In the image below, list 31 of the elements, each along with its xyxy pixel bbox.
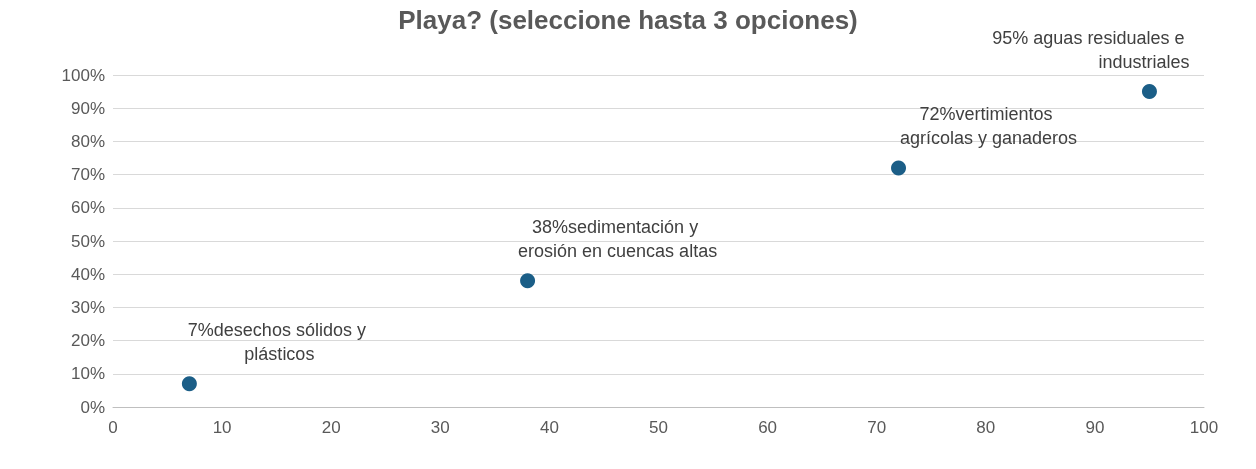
x-tick-label: 90	[1085, 418, 1105, 437]
x-tick-label: 100	[1189, 418, 1219, 437]
x-tick-label: 80	[976, 418, 996, 437]
y-tick-label: 80%	[70, 131, 105, 151]
x-tick-label: 30	[430, 418, 450, 437]
x-tick-label: 70	[867, 418, 887, 437]
point	[520, 273, 536, 289]
annotation: 72%vertimientos agrícolas y ganaderos	[899, 103, 1078, 148]
chart-title: Playa? (seleccione hasta 3 opciones)	[398, 5, 858, 35]
y-tick-label: 90%	[70, 98, 105, 118]
annotation: 95% aguas residuales e industriales	[992, 27, 1190, 72]
y-tick-label: 10%	[70, 364, 105, 384]
y-tick-label: 50%	[70, 231, 105, 251]
y-tick-label: 70%	[70, 165, 105, 185]
x-tick-label: 0	[108, 418, 118, 437]
annotation: 7%desechos sólidos y plásticos	[187, 319, 371, 364]
y-tick-label: 100%	[61, 65, 105, 85]
x-tick-label: 40	[539, 418, 559, 437]
point	[1141, 84, 1157, 100]
x-tick-label: 60	[758, 418, 778, 437]
y-tick-label: 30%	[70, 297, 105, 317]
y-tick-label: 0%	[80, 397, 105, 417]
point	[891, 160, 907, 176]
point	[181, 376, 197, 392]
x-tick-label: 20	[321, 418, 341, 437]
annotation: 38%sedimentación y erosión en cuencas altas	[518, 216, 718, 261]
y-tick-label: 40%	[70, 264, 105, 284]
x-tick-label: 10	[212, 418, 232, 437]
y-tick-label: 20%	[70, 331, 105, 351]
y-tick-label: 60%	[70, 198, 105, 218]
x-tick-label: 50	[649, 418, 668, 437]
